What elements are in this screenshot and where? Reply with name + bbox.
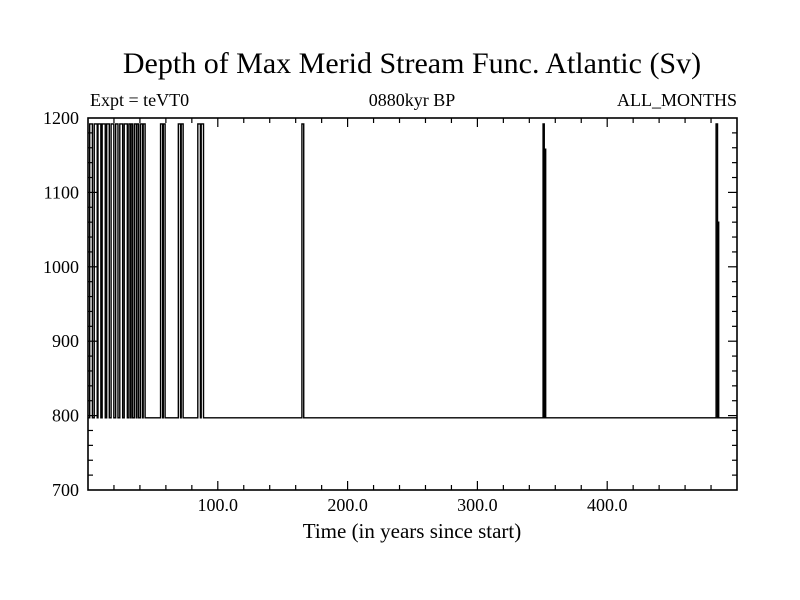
x-tick-label: 300.0: [457, 495, 498, 515]
axis-ticks: [88, 118, 737, 490]
plot-frame: [87, 117, 738, 491]
data-line: [88, 123, 737, 419]
y-tick-label: 700: [52, 480, 79, 500]
y-tick-label: 1100: [44, 182, 79, 202]
y-tick-label: 800: [52, 406, 79, 426]
x-tick-label: 200.0: [327, 495, 368, 515]
x-tick-labels: 100.0 200.0 300.0 400.0: [198, 495, 628, 515]
chart-title: Depth of Max Merid Stream Func. Atlantic…: [123, 47, 701, 80]
streamfunction-depth-line: [88, 123, 737, 419]
x-tick-label: 100.0: [198, 495, 239, 515]
x-tick-label: 400.0: [587, 495, 628, 515]
y-tick-labels: 700 800 900 1000 1100 1200: [43, 108, 79, 500]
epoch-label: 0880kyr BP: [369, 90, 456, 110]
y-tick-label: 900: [52, 331, 79, 351]
x-axis-title: Time (in years since start): [303, 519, 522, 543]
y-tick-label: 1000: [43, 257, 79, 277]
experiment-label: Expt = teVT0: [90, 90, 189, 110]
months-label: ALL_MONTHS: [617, 90, 737, 110]
y-tick-label: 1200: [43, 108, 79, 128]
